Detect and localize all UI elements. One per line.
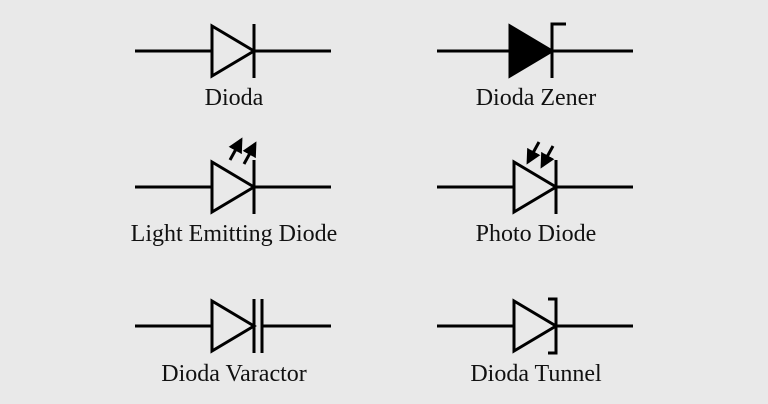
photo-diode-symbol: [437, 141, 633, 215]
varactor-diode-symbol: [135, 298, 331, 354]
diode-label: Dioda: [204, 85, 264, 111]
tunnel-diode-symbol: [437, 297, 633, 355]
led-symbol: [135, 137, 331, 215]
zener-diode-label: Dioda Zener: [475, 85, 597, 111]
zener-diode-symbol: [437, 22, 633, 79]
tunnel-diode-label: Dioda Tunnel: [470, 361, 602, 387]
photo-diode-label: Photo Diode: [475, 221, 597, 247]
diode-symbol: [135, 23, 331, 79]
light-arrow-in-2: [540, 145, 555, 169]
light-arrow-2: [242, 141, 257, 165]
varactor-diode-label: Dioda Varactor: [161, 361, 307, 387]
light-arrow-in-1: [526, 141, 541, 165]
light-arrow-1: [228, 137, 243, 161]
led-label: Light Emitting Diode: [130, 221, 338, 247]
